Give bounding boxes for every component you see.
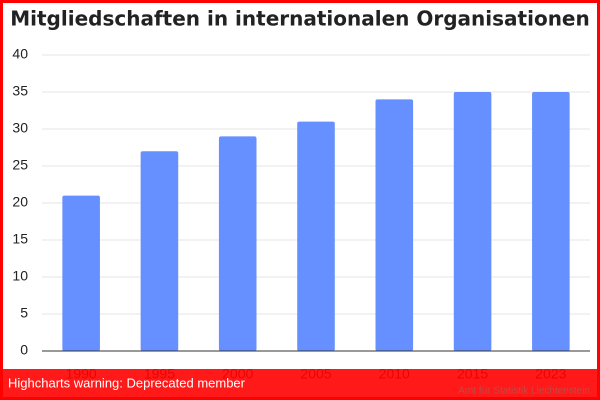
bar [140,151,179,351]
y-tick-label: 20 [12,194,28,210]
y-tick-label: 5 [20,305,28,321]
plot-area: 0510152025303540199019952000200520102015… [12,46,590,382]
overlay: Highcharts warning: Deprecated member Amt… [0,369,600,397]
y-tick-label: 30 [12,120,28,136]
y-tick-label: 15 [12,231,28,247]
y-tick-label: 35 [12,83,28,99]
credit: Amt für Statistik Liechtenstein [458,386,590,397]
y-tick-label: 10 [12,268,28,284]
bar [297,121,335,351]
warning-banner [0,369,600,397]
chart-title: Mitgliedschaften in internationalen Orga… [10,7,590,31]
bar [375,99,414,352]
y-tick-label: 25 [12,157,28,173]
bar [532,92,570,351]
bar [62,195,100,351]
bar [218,136,257,351]
warning-text: Highcharts warning: Deprecated member [8,375,246,390]
bar [453,92,492,351]
y-tick-label: 40 [12,46,28,62]
y-tick-label: 0 [20,342,28,358]
